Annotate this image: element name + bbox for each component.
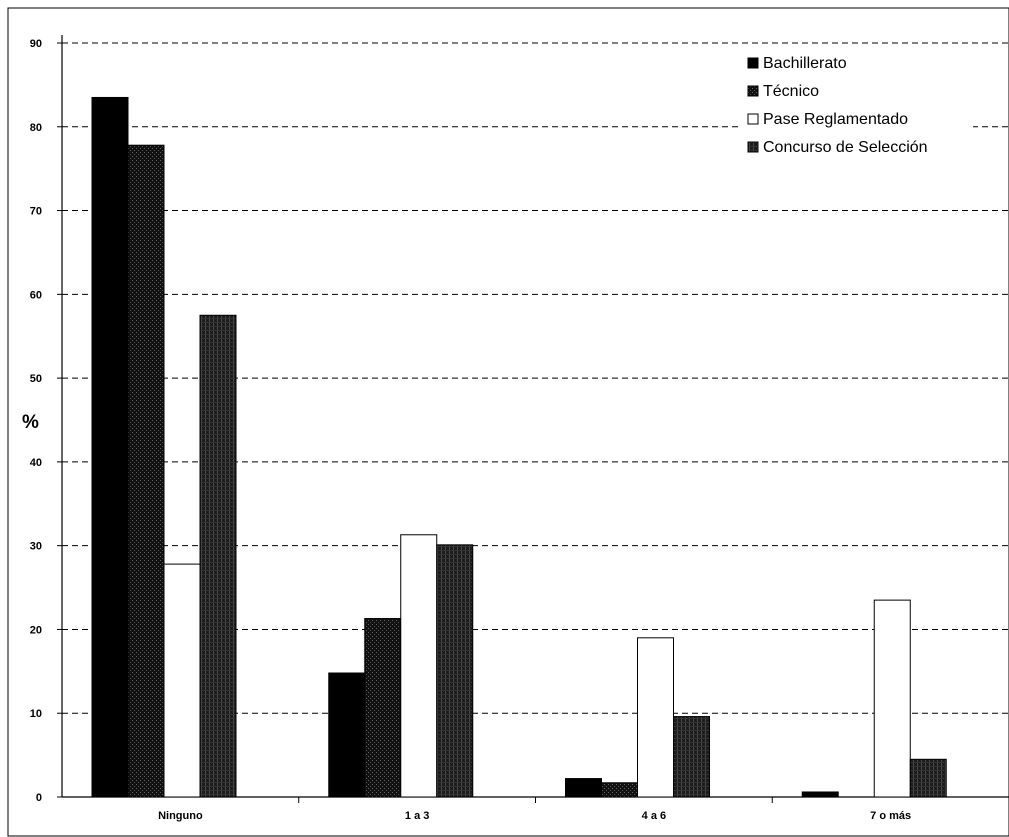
bar-1-0 [127, 144, 165, 798]
bar-2-2 [637, 637, 674, 798]
legend-swatch [747, 113, 759, 125]
bar-3-3 [909, 758, 947, 798]
bar-2-0 [163, 563, 201, 798]
legend-entry: Bachillerato [763, 55, 847, 72]
legend-swatch [747, 85, 759, 97]
y-tick-label: 40 [30, 457, 42, 469]
y-tick-label: 30 [30, 541, 42, 553]
bars [91, 96, 947, 798]
x-tick-label: 4 a 6 [642, 810, 666, 822]
x-tick-label: 1 a 3 [405, 810, 429, 822]
legend-background [738, 46, 973, 166]
y-tick-label: 0 [36, 792, 42, 804]
y-axis-label: % [22, 412, 39, 433]
bar-2-1 [400, 534, 438, 798]
bar-1-1 [364, 618, 402, 798]
bar-0-0 [91, 96, 129, 798]
bar-1-2 [601, 782, 638, 798]
y-tick-label: 90 [30, 38, 42, 50]
x-tick-label: 7 o más [870, 810, 911, 822]
x-tick-label: Ninguno [158, 810, 203, 822]
y-tick-label: 10 [30, 708, 42, 720]
y-tick-label: 20 [30, 624, 42, 636]
bar-0-1 [328, 672, 366, 798]
bar-3-2 [673, 716, 710, 798]
y-tick-label: 70 [30, 206, 42, 218]
bar-3-0 [199, 314, 237, 798]
grid-lines [62, 42, 1009, 714]
legend-entry: Pase Reglamentado [763, 111, 908, 128]
y-tick-label: 60 [30, 289, 42, 301]
legend-entry: Técnico [763, 83, 819, 100]
bar-0-2 [565, 778, 602, 798]
legend-swatch [747, 57, 759, 69]
bar-2-3 [873, 599, 911, 798]
labels: 0 10 20 30 40 50 60 70 80 90 Ninguno 1 a 3 4 a 6 7 o … [30, 38, 911, 822]
legend: Bachillerato Técnico Pase Reglamentado Conc… [738, 46, 973, 166]
y-tick-label: 80 [30, 122, 42, 134]
legend-entry: Concurso de Selección [763, 139, 928, 156]
legend-swatch [747, 141, 759, 153]
bar-0-3 [801, 791, 839, 798]
chart-frame [7, 7, 1009, 837]
bar-3-1 [436, 544, 474, 798]
y-tick-label: 50 [30, 373, 42, 385]
